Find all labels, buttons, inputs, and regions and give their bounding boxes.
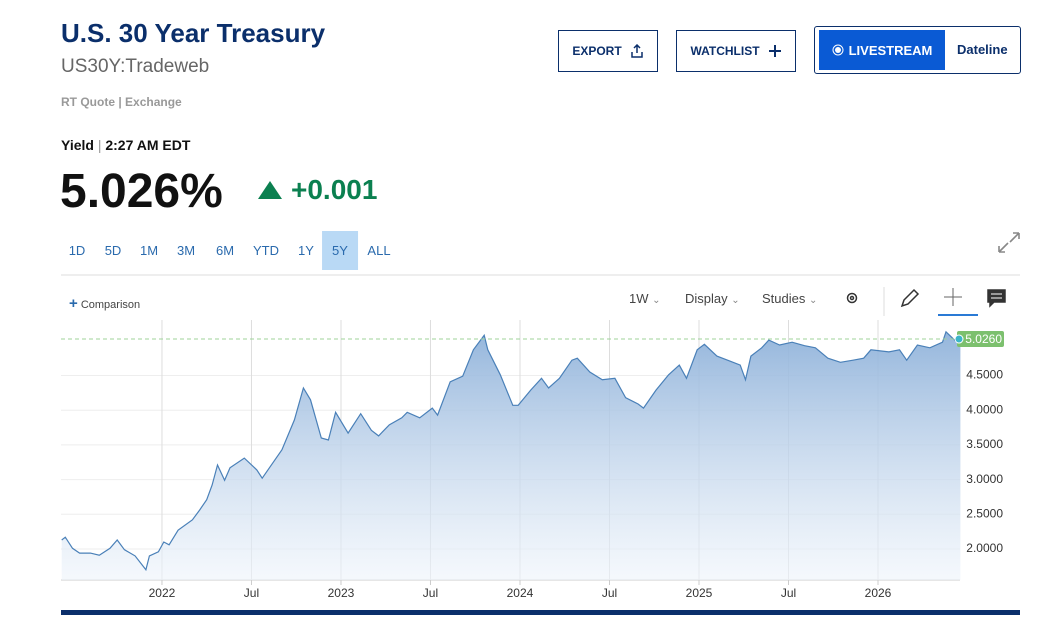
show-name: Dateline <box>957 42 1008 57</box>
range-tab[interactable]: 5D <box>104 243 122 258</box>
quote-meta: Yield | 2:27 AM EDT <box>61 137 191 153</box>
watchlist-button[interactable]: WATCHLIST <box>676 30 796 72</box>
x-tick-label: 2023 <box>328 586 355 600</box>
icon <box>832 44 844 56</box>
x-tick-label: 2026 <box>865 586 892 600</box>
quote-time: 2:27 AM EDT <box>105 137 191 153</box>
interval-menu[interactable]: 1W ⌄ <box>629 291 661 306</box>
display-menu[interactable]: Display ⌄ <box>685 291 740 306</box>
livestream-label: LIVESTREAM <box>848 42 933 58</box>
x-tick-label: 2025 <box>686 586 713 600</box>
range-tab[interactable]: 1D <box>68 243 86 258</box>
interval-label: 1W <box>629 291 649 306</box>
x-tick-label: 2024 <box>507 586 534 600</box>
quote-label: Yield <box>61 137 94 153</box>
comparison-label: Comparison <box>80 299 141 311</box>
title: U.S. 30 Year Treasury <box>61 18 326 48</box>
expand-icon[interactable] <box>998 232 1020 253</box>
x-tick-label: Jul <box>244 586 259 600</box>
y-tick-label: 4.0000 <box>966 402 1003 416</box>
range-tab[interactable]: 3M <box>176 243 196 258</box>
current-value-dot <box>954 334 964 344</box>
y-tick-label: 2.5000 <box>966 506 1003 520</box>
toolbar-icons[interactable] <box>846 288 1006 308</box>
y-tick-label: 4.5000 <box>966 368 1003 382</box>
range-tab[interactable]: 6M <box>215 243 235 258</box>
studies-menu[interactable]: Studies ⌄ <box>762 291 818 306</box>
range-tab[interactable]: 5Y <box>322 231 358 270</box>
x-tick-label: Jul <box>781 586 796 600</box>
quote-value: 5.026% <box>60 165 223 218</box>
range-tab[interactable]: YTD <box>253 243 279 258</box>
y-tick-label: 3.0000 <box>966 472 1003 486</box>
icon <box>630 44 643 58</box>
bottom-bar <box>61 610 1020 615</box>
range-tab[interactable]: 1Y <box>298 243 314 258</box>
x-tick-label: 2022 <box>149 586 176 600</box>
y-tick-label: 3.5000 <box>966 437 1003 451</box>
x-tick-label: Jul <box>423 586 438 600</box>
button-label: EXPORT <box>572 44 622 58</box>
current-value-badge <box>957 331 1004 348</box>
quote-change: +0.001 <box>291 174 378 205</box>
button-label: WATCHLIST <box>690 44 760 58</box>
export-button[interactable]: EXPORT <box>558 30 658 72</box>
comparison-button[interactable]: + Comparison <box>69 295 141 312</box>
icon <box>768 45 781 57</box>
x-tick-label: Jul <box>602 586 617 600</box>
studies-label: Studies <box>762 291 806 306</box>
up-arrow <box>258 181 282 199</box>
display-label: Display <box>685 291 728 306</box>
livestream-box[interactable]: LIVESTREAM Dateline <box>814 26 1021 74</box>
livestream-button[interactable]: LIVESTREAM <box>819 30 945 70</box>
line <box>61 330 961 572</box>
area-fill <box>61 331 961 580</box>
range-tab[interactable]: ALL <box>367 243 391 258</box>
range-tab[interactable]: 1M <box>139 243 159 258</box>
y-tick-label: 2.0000 <box>966 541 1003 555</box>
symbol: US30Y:Tradeweb <box>61 56 210 77</box>
current-value-label: 5.0260 <box>965 332 1002 346</box>
source: RT Quote | Exchange <box>61 95 182 109</box>
